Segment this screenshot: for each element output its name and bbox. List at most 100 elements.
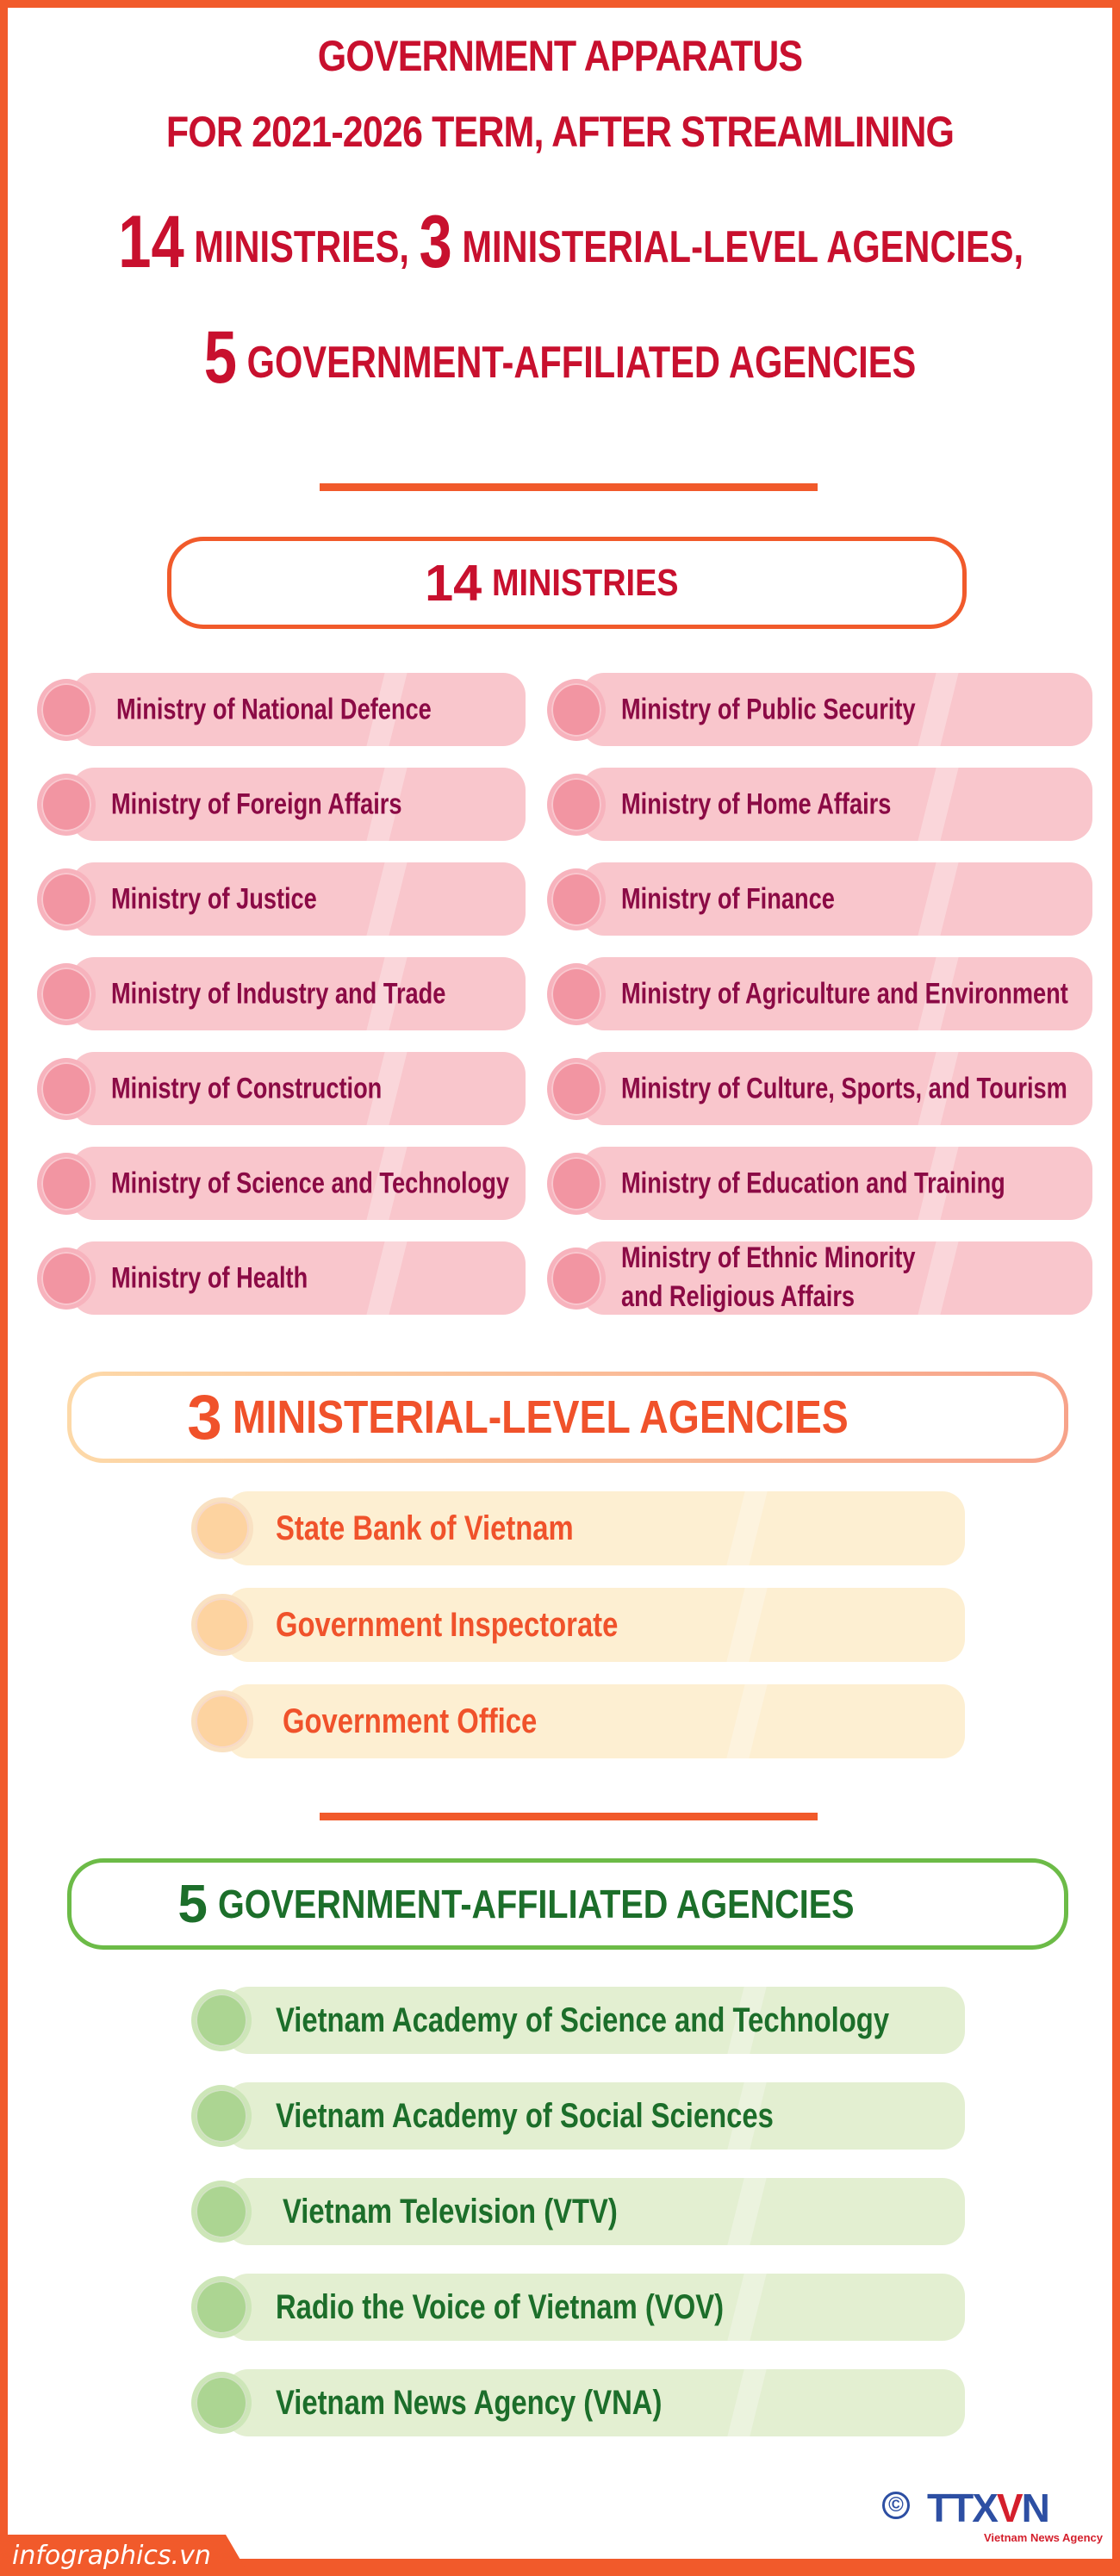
bullet-circle-icon: [37, 1057, 96, 1120]
summary-line-1: 14 MINISTRIES, 3 MINISTERIAL-LEVEL AGENC…: [118, 200, 1024, 285]
ministries-heading-count: 14: [425, 554, 482, 612]
bullet-circle-icon: [547, 1247, 606, 1310]
pill-background: [582, 1052, 1092, 1125]
logo-text-n: N: [1021, 2486, 1050, 2530]
page-subtitle: FOR 2021-2026 TERM, AFTER STREAMLINING: [165, 108, 955, 156]
agency-name: Government Office: [283, 1702, 538, 1740]
pill-background: [72, 1241, 526, 1315]
affiliated-agency-item: Vietnam Television (VTV): [191, 2178, 965, 2245]
pill-background: [582, 768, 1092, 841]
pill-background: [226, 1588, 965, 1662]
pill-background: [72, 957, 526, 1030]
ministry-name: Ministry of Construction: [111, 1071, 383, 1104]
ministerial-agency-item: Government Inspectorate: [191, 1588, 965, 1662]
ministry-item: Ministry of Industry and Trade: [37, 957, 526, 1030]
pill-background: [226, 2369, 965, 2436]
pill-background: [226, 2082, 965, 2150]
agency-name: Vietnam Academy of Science and Technolog…: [276, 2001, 890, 2039]
footer-site-tab: [0, 2535, 250, 2576]
ministry-item: Ministry of Public Security: [547, 673, 1092, 746]
ministry-name: Ministry of Foreign Affairs: [111, 787, 402, 820]
pill-background: [582, 1147, 1092, 1220]
bullet-circle-icon: [191, 2276, 252, 2338]
ministerial-heading-count: 3: [187, 1382, 222, 1453]
pill-background: [582, 957, 1092, 1030]
bullet-circle-icon: [37, 678, 96, 741]
ministry-name: Ministry of Home Affairs: [621, 787, 892, 820]
affiliated-summary-label: GOVERNMENT-AFFILIATED AGENCIES: [246, 338, 917, 388]
logo-subtitle: Vietnam News Agency: [984, 2531, 1103, 2544]
ministry-item: Ministry of Science and Technology: [37, 1147, 526, 1220]
pill-background: [72, 768, 526, 841]
frame-border-top: [0, 0, 1120, 8]
bullet-circle-icon: [547, 1152, 606, 1215]
footer-site-link[interactable]: infographics.vn: [12, 2541, 211, 2571]
pill-background: [226, 1684, 965, 1758]
bullet-circle-icon: [191, 1497, 253, 1559]
bullet-circle-icon: [191, 2372, 252, 2434]
pill-background: [72, 673, 526, 746]
agency-name: Radio the Voice of Vietnam (VOV): [276, 2288, 725, 2326]
pill-background: [226, 1491, 965, 1565]
pill-background: [582, 673, 1092, 746]
summary-line-2: 5 GOVERNMENT-AFFILIATED AGENCIES: [118, 315, 1002, 401]
copyright-icon: ©: [882, 2492, 910, 2519]
pill-background: [582, 1241, 1092, 1315]
ministry-item: Ministry of Construction: [37, 1052, 526, 1125]
agency-name: Government Inspectorate: [276, 1606, 619, 1644]
bullet-circle-icon: [191, 1989, 252, 2051]
bullet-circle-icon: [191, 1594, 253, 1656]
ministry-item: Ministry of Foreign Affairs: [37, 768, 526, 841]
ministry-item: Ministry of Education and Training: [547, 1147, 1092, 1220]
pill-background: [72, 1147, 526, 1220]
ministries-summary-label: MINISTRIES,: [194, 222, 409, 272]
agency-name: Vietnam Academy of Social Sciences: [276, 2097, 774, 2135]
divider-top: [320, 483, 818, 491]
ministerial-count: 3: [419, 201, 452, 283]
frame-border-bottom: [0, 2559, 1120, 2576]
affiliated-agency-item: Vietnam Academy of Science and Technolog…: [191, 1987, 965, 2054]
bullet-circle-icon: [191, 2181, 252, 2243]
pill-background: [226, 2178, 965, 2245]
ministries-count: 14: [118, 201, 184, 283]
affiliated-heading-count: 5: [177, 1874, 208, 1934]
ministry-name: Ministry of Ethnic Minority and Religiou…: [621, 1241, 916, 1314]
bullet-circle-icon: [37, 962, 96, 1025]
pill-background: [72, 862, 526, 936]
vna-logo: © TTXVN Vietnam News Agency: [882, 2485, 1103, 2548]
frame-border-right: [1112, 0, 1120, 2576]
ministry-name: Ministry of Public Security: [621, 692, 916, 725]
ministry-name: Ministry of Culture, Sports, and Tourism: [621, 1071, 1067, 1104]
ministry-name: Ministry of Education and Training: [621, 1166, 1005, 1199]
bullet-circle-icon: [191, 2085, 252, 2147]
ministry-name: Ministry of Health: [111, 1260, 308, 1294]
logo-text-ttx: TTX: [927, 2486, 999, 2530]
divider-middle: [320, 1813, 818, 1820]
ministry-item: Ministry of National Defence: [37, 673, 526, 746]
affiliated-agencies-heading: 5 GOVERNMENT-AFFILIATED AGENCIES: [67, 1858, 1068, 1950]
ministerial-agencies-heading: 3 MINISTERIAL-LEVEL AGENCIES: [67, 1372, 1068, 1463]
ministry-item: Ministry of Justice: [37, 862, 526, 936]
ministry-name: Ministry of Justice: [111, 881, 317, 915]
bullet-circle-icon: [37, 868, 96, 930]
bullet-circle-icon: [547, 962, 606, 1025]
agency-name: Vietnam News Agency (VNA): [276, 2384, 663, 2422]
affiliated-heading-label: GOVERNMENT-AFFILIATED AGENCIES: [217, 1882, 855, 1926]
bullet-circle-icon: [547, 868, 606, 930]
ministries-heading: 14 MINISTRIES: [167, 537, 967, 629]
affiliated-agency-item: Vietnam Academy of Social Sciences: [191, 2082, 965, 2150]
logo-text-v: V: [996, 2486, 1024, 2530]
agency-name: Vietnam Television (VTV): [283, 2193, 618, 2231]
pill-background: [582, 862, 1092, 936]
ministry-item: Ministry of Finance: [547, 862, 1092, 936]
bullet-circle-icon: [191, 1690, 253, 1752]
ttxvn-logo-mark: TTXVN: [927, 2485, 1050, 2531]
ministry-item: Ministry of Culture, Sports, and Tourism: [547, 1052, 1092, 1125]
affiliated-agency-item: Vietnam News Agency (VNA): [191, 2369, 965, 2436]
ministerial-agency-item: Government Office: [191, 1684, 965, 1758]
ministry-name: Ministry of National Defence: [116, 692, 432, 725]
bullet-circle-icon: [547, 773, 606, 836]
bullet-circle-icon: [37, 1247, 96, 1310]
affiliated-count: 5: [203, 316, 238, 399]
ministry-item: Ministry of Agriculture and Environment: [547, 957, 1092, 1030]
